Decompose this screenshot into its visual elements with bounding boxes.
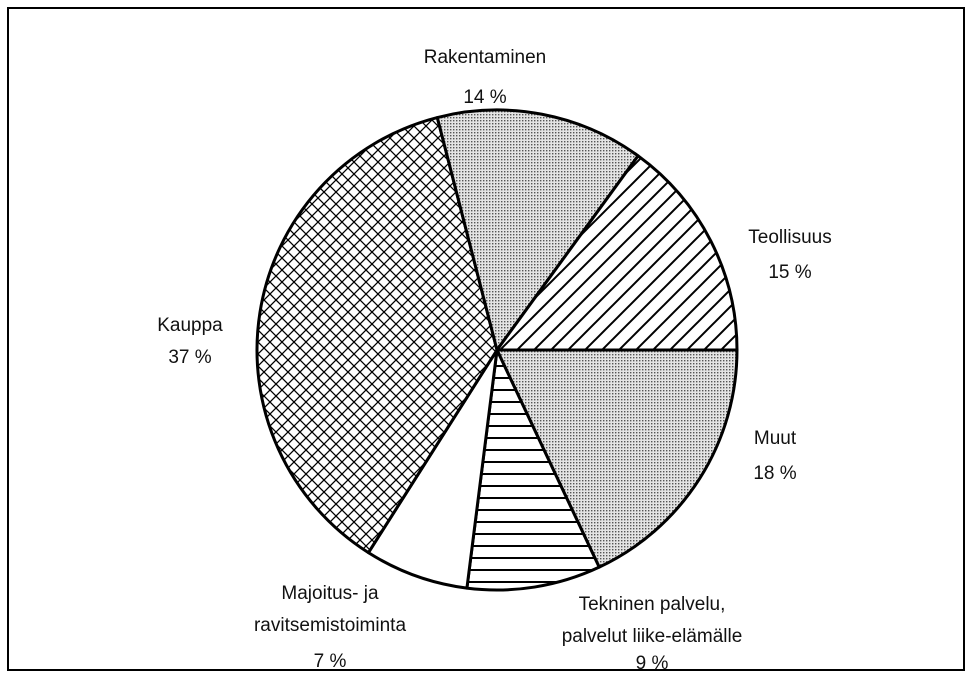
slice-value-label: 14 % <box>463 87 507 108</box>
slice-value-label: 18 % <box>753 463 797 484</box>
pie-slice <box>435 108 640 352</box>
pie-slice <box>465 348 601 592</box>
pie-slice <box>255 116 499 555</box>
slice-label: Rakentaminen <box>423 47 547 68</box>
slice-label: Kauppa <box>157 315 223 336</box>
slice-label: Muut <box>753 428 797 449</box>
slice-label: Majoitus- ja ravitsemistoiminta <box>253 583 407 636</box>
frame <box>7 7 965 671</box>
slice-value-label: 37 % <box>168 347 212 368</box>
slice-value-label: 9 % <box>635 653 669 674</box>
slice-label: Tekninen palvelu, palvelut liike-elämäll… <box>561 594 743 647</box>
slice-value-label: 15 % <box>768 262 812 283</box>
slice-label: Teollisuus <box>748 227 832 248</box>
pie-slice <box>495 154 739 352</box>
pie-slice <box>495 348 739 569</box>
pie-slice <box>366 348 499 590</box>
slice-value-label: 7 % <box>313 651 347 672</box>
